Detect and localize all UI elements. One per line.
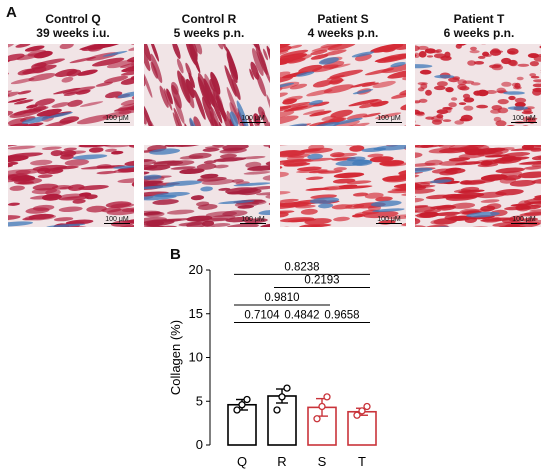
micrograph-4-2: 100 μM xyxy=(415,145,541,227)
scale-bar-line xyxy=(511,222,537,224)
p-value-label: 0.9810 xyxy=(264,292,299,304)
micrograph-1-1: 100 μM xyxy=(8,44,134,126)
y-tick-label: 15 xyxy=(189,306,203,321)
y-tick-label: 20 xyxy=(189,262,203,277)
scale-bar: 100 μM xyxy=(376,215,402,224)
micrograph-3-1: 100 μM xyxy=(280,44,406,126)
column-title-line1: Patient T xyxy=(453,12,505,26)
scale-bar: 100 μM xyxy=(104,114,130,123)
y-axis-label: Collagen (%) xyxy=(168,320,183,395)
scale-bar-label: 100 μM xyxy=(105,215,129,223)
column-title-patient-t: Patient T 6 weeks p.n. xyxy=(414,12,544,40)
collagen-bar-chart: 0 5 10 15 20 Collagen (%) Q R S T 0.8238 0.2193 0.98… xyxy=(168,261,377,469)
column-title-control-q: Control Q 39 weeks i.u. xyxy=(8,12,138,40)
y-tick-label: 0 xyxy=(196,437,203,452)
column-title-line1: Control R xyxy=(181,12,237,26)
scale-bar-line xyxy=(376,121,402,123)
column-title-patient-s: Patient S 4 weeks p.n. xyxy=(278,12,408,40)
scale-bar-label: 100 μM xyxy=(105,114,129,122)
p-value-label: 0.8238 xyxy=(284,261,319,273)
micrograph-1-2: 100 μM xyxy=(8,145,134,227)
scale-bar: 100 μM xyxy=(376,114,402,123)
scale-bar-line xyxy=(104,222,130,224)
scale-bar-line xyxy=(104,121,130,123)
data-point-Q xyxy=(238,401,246,409)
data-point-R xyxy=(278,393,286,401)
column-title-line2: 4 weeks p.n. xyxy=(307,26,379,40)
data-point-Q xyxy=(233,406,241,414)
scale-bar-line xyxy=(511,121,537,123)
scale-bar-label: 100 μM xyxy=(377,114,401,122)
column-title-line1: Control Q xyxy=(45,12,101,26)
p-value-label: 0.4842 xyxy=(284,310,319,322)
data-point-R xyxy=(283,384,291,392)
data-point-S xyxy=(313,415,321,423)
p-value-label: 0.2193 xyxy=(304,275,339,287)
scale-bar-label: 100 μM xyxy=(512,114,536,122)
micrograph-2-2: 100 μM xyxy=(144,145,270,227)
data-point-T xyxy=(358,407,366,415)
scale-bar-label: 100 μM xyxy=(241,114,265,122)
column-title-control-r: Control R 5 weeks p.n. xyxy=(144,12,274,40)
p-value-label: 0.7104 xyxy=(244,310,280,322)
scale-bar-label: 100 μM xyxy=(377,215,401,223)
column-title-line2: 39 weeks i.u. xyxy=(36,26,110,40)
scale-bar-label: 100 μM xyxy=(512,215,536,223)
x-tick-label: R xyxy=(277,454,286,469)
scale-bar-label: 100 μM xyxy=(241,215,265,223)
y-tick-label: 10 xyxy=(189,350,203,365)
data-point-S xyxy=(318,402,326,411)
column-title-line2: 5 weeks p.n. xyxy=(173,26,245,40)
x-tick-label: Q xyxy=(237,454,247,469)
y-tick-label: 5 xyxy=(196,393,203,408)
scale-bar: 100 μM xyxy=(104,215,130,224)
column-title-line1: Patient S xyxy=(317,12,369,26)
micrograph-2-1: 100 μM xyxy=(144,44,270,126)
bar-Q xyxy=(227,403,257,446)
data-point-Q xyxy=(243,395,251,404)
scale-bar-line xyxy=(376,222,402,224)
data-point-T xyxy=(353,411,361,419)
micrograph-3-2: 100 μM xyxy=(280,145,406,227)
scale-bar: 100 μM xyxy=(240,215,266,224)
data-point-S xyxy=(323,393,331,401)
column-title-line2: 6 weeks p.n. xyxy=(443,26,515,40)
scale-bar-line xyxy=(240,222,266,224)
p-value-label: 0.9658 xyxy=(324,310,359,322)
scale-bar: 100 μM xyxy=(511,114,537,123)
scale-bar-line xyxy=(240,121,266,123)
x-tick-label: T xyxy=(358,454,366,469)
panel-b-letter: B xyxy=(170,246,181,263)
bar-T xyxy=(347,410,377,446)
scale-bar: 100 μM xyxy=(240,114,266,123)
scale-bar: 100 μM xyxy=(511,215,537,224)
micrograph-4-1: 100 μM xyxy=(415,44,541,126)
data-point-R xyxy=(273,406,281,414)
x-tick-label: S xyxy=(318,454,327,469)
panel-a-letter: A xyxy=(6,4,17,21)
data-point-T xyxy=(363,402,371,411)
